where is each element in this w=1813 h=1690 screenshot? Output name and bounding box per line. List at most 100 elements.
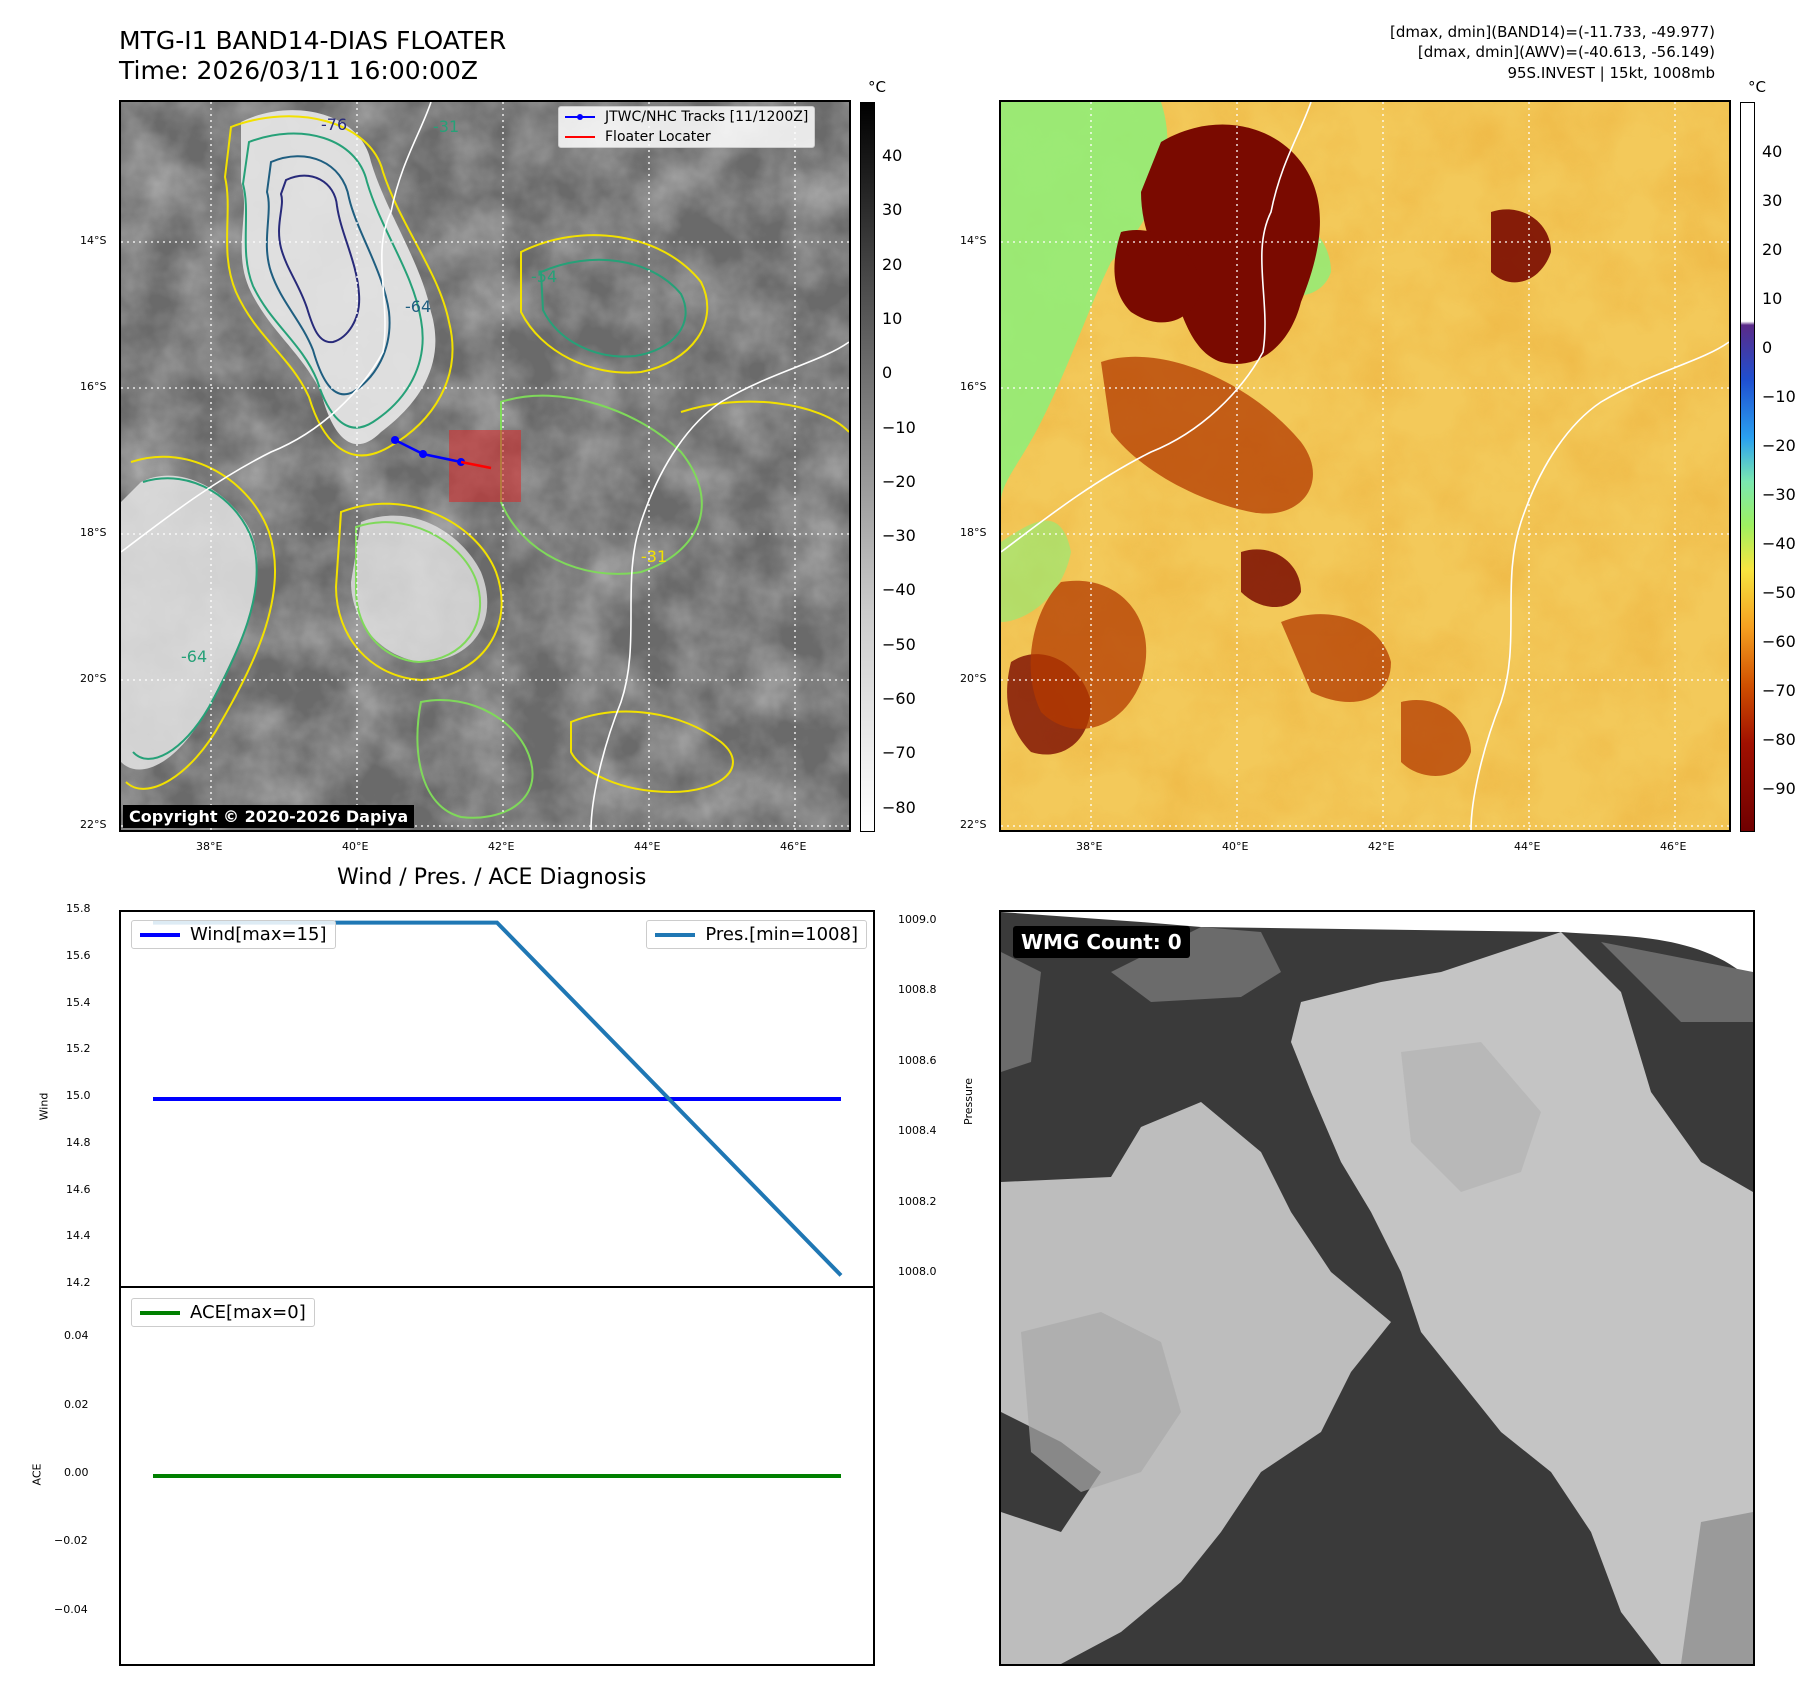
color-colorbar-tick: 10 bbox=[1762, 289, 1783, 308]
lat-label: 14°S bbox=[960, 234, 987, 247]
wind-legend-label: Wind[max=15] bbox=[190, 924, 327, 945]
lat-label: 16°S bbox=[80, 380, 107, 393]
color-colorbar-tick: −90 bbox=[1762, 779, 1796, 798]
ir-map-panel: -76 -64 -31 -54 -31 -64 JTWC/NHC Tracks … bbox=[119, 100, 851, 832]
contour-label: -31 bbox=[433, 117, 459, 136]
pressure-tick: 1008.2 bbox=[898, 1194, 937, 1208]
gray-colorbar-tick: −70 bbox=[882, 743, 916, 763]
lat-label: 16°S bbox=[960, 380, 987, 393]
colorbar-unit: °C bbox=[1748, 78, 1766, 96]
pressure-axis-label: Pressure bbox=[961, 1078, 975, 1125]
wind-tick: 14.6 bbox=[66, 1182, 91, 1196]
color-colorbar-tick: 20 bbox=[1762, 240, 1783, 259]
color-colorbar-tick: −60 bbox=[1762, 632, 1796, 651]
legend-track-label: JTWC/NHC Tracks [11/1200Z] bbox=[605, 109, 809, 125]
lon-label: 42°E bbox=[488, 840, 515, 853]
info-band14: [dmax, dmin](BAND14)=(-11.733, -49.977) bbox=[1390, 23, 1715, 41]
gray-colorbar-tick: −40 bbox=[882, 580, 916, 600]
color-colorbar-tick: −30 bbox=[1762, 485, 1796, 504]
copyright-badge: Copyright © 2020-2026 Dapiya bbox=[123, 805, 415, 828]
gray-colorbar-tick: −30 bbox=[882, 526, 916, 546]
color-colorbar-tick: −70 bbox=[1762, 681, 1796, 700]
chart-subtitle-time: Time: 2026/03/11 16:00:00Z bbox=[119, 56, 478, 85]
gray-colorbar-tick: 40 bbox=[882, 146, 903, 165]
color-colorbar-tick: −40 bbox=[1762, 534, 1796, 553]
pressure-tick: 1009.0 bbox=[898, 912, 937, 926]
wind-tick: 15.2 bbox=[66, 1042, 91, 1056]
wind-tick: 15.8 bbox=[66, 902, 91, 915]
color-colorbar-tick: −80 bbox=[1762, 730, 1796, 749]
lat-label: 20°S bbox=[960, 672, 987, 685]
lat-label: 20°S bbox=[80, 672, 107, 685]
gray-colorbar-tick: −20 bbox=[882, 471, 916, 491]
wmg-panel: WMG Count: 0 bbox=[999, 910, 1755, 1666]
color-colorbar-tick: −10 bbox=[1762, 387, 1796, 406]
pressure-tick: 1008.8 bbox=[898, 983, 937, 997]
lon-label: 38°E bbox=[196, 840, 223, 853]
gray-colorbar-tick: −60 bbox=[882, 689, 916, 708]
floater-locater-line bbox=[460, 460, 492, 470]
pressure-legend-label: Pres.[min=1008] bbox=[705, 924, 858, 945]
contour-label: -64 bbox=[405, 297, 431, 316]
gray-colorbar-tick: 30 bbox=[882, 200, 903, 220]
ace-tick: 0.02 bbox=[64, 1397, 89, 1411]
ace-tick: −0.04 bbox=[54, 1602, 88, 1616]
wind-axis-label: Wind bbox=[37, 1092, 51, 1121]
wind-tick: 14.8 bbox=[66, 1135, 91, 1149]
lon-label: 38°E bbox=[1076, 840, 1103, 853]
color-colorbar-tick: −20 bbox=[1762, 436, 1796, 455]
lat-label: 14°S bbox=[80, 234, 107, 247]
colorbar-unit: °C bbox=[868, 78, 886, 96]
color-colorbar bbox=[1740, 102, 1755, 832]
pressure-tick: 1008.0 bbox=[898, 1265, 937, 1279]
chart-title: MTG-I1 BAND14-DIAS FLOATER bbox=[119, 26, 507, 55]
lat-label: 22°S bbox=[960, 818, 987, 831]
legend-floater-label: Floater Locater bbox=[605, 129, 711, 145]
lat-label: 18°S bbox=[960, 526, 987, 539]
lon-label: 40°E bbox=[342, 840, 369, 853]
ace-panel: ACE[max=0] bbox=[119, 1286, 875, 1666]
color-colorbar-tick: 30 bbox=[1762, 191, 1783, 210]
wmg-image bbox=[1001, 912, 1753, 1664]
gray-colorbar-tick: 0 bbox=[882, 363, 893, 383]
wind-tick: 14.4 bbox=[66, 1229, 91, 1243]
ace-legend-label: ACE[max=0] bbox=[190, 1302, 306, 1323]
ace-plot bbox=[153, 1474, 841, 1478]
lon-label: 46°E bbox=[1660, 840, 1687, 853]
color-colorbar-tick: −50 bbox=[1762, 583, 1796, 602]
pressure-tick: 1008.4 bbox=[898, 1124, 937, 1138]
info-awv: [dmax, dmin](AWV)=(-40.613, -56.149) bbox=[1417, 43, 1715, 61]
wmg-count-label: WMG Count: 0 bbox=[1013, 926, 1190, 958]
lon-label: 40°E bbox=[1222, 840, 1249, 853]
lat-label: 18°S bbox=[80, 526, 107, 539]
wind-pressure-panel: Wind[max=15] Pres.[min=1008] bbox=[119, 910, 875, 1288]
lon-label: 44°E bbox=[634, 840, 661, 853]
lon-label: 42°E bbox=[1368, 840, 1395, 853]
wind-tick: 15.0 bbox=[66, 1089, 91, 1102]
lat-label: 22°S bbox=[80, 818, 107, 831]
gray-colorbar-tick: 20 bbox=[882, 254, 903, 274]
wind-legend: Wind[max=15] bbox=[131, 920, 336, 949]
color-colorbar-tick: 0 bbox=[1762, 338, 1773, 357]
map-legend: JTWC/NHC Tracks [11/1200Z] Floater Locat… bbox=[558, 106, 816, 148]
lon-label: 46°E bbox=[780, 840, 807, 853]
gray-colorbar-tick: −50 bbox=[882, 634, 916, 654]
ace-legend: ACE[max=0] bbox=[131, 1298, 315, 1327]
ace-tick: 0.00 bbox=[64, 1466, 89, 1479]
contour-label: -31 bbox=[641, 547, 667, 566]
wind-pressure-plot bbox=[153, 920, 843, 1277]
ir-map-image: -76 -64 -31 -54 -31 -64 bbox=[121, 102, 849, 830]
info-storm: 95S.INVEST | 15kt, 1008mb bbox=[1507, 64, 1715, 82]
gray-colorbar bbox=[860, 102, 875, 832]
pressure-legend: Pres.[min=1008] bbox=[646, 920, 867, 949]
ace-tick: −0.02 bbox=[54, 1534, 88, 1548]
awv-map-image bbox=[1001, 102, 1729, 830]
gray-colorbar-tick: −10 bbox=[882, 417, 916, 437]
wind-tick: 15.6 bbox=[66, 948, 91, 962]
track-point bbox=[391, 436, 399, 444]
awv-map-panel bbox=[999, 100, 1731, 832]
track-point bbox=[419, 450, 427, 458]
contour-label: -54 bbox=[531, 267, 557, 286]
contour-label: -64 bbox=[181, 647, 207, 666]
pressure-tick: 1008.6 bbox=[898, 1053, 937, 1067]
